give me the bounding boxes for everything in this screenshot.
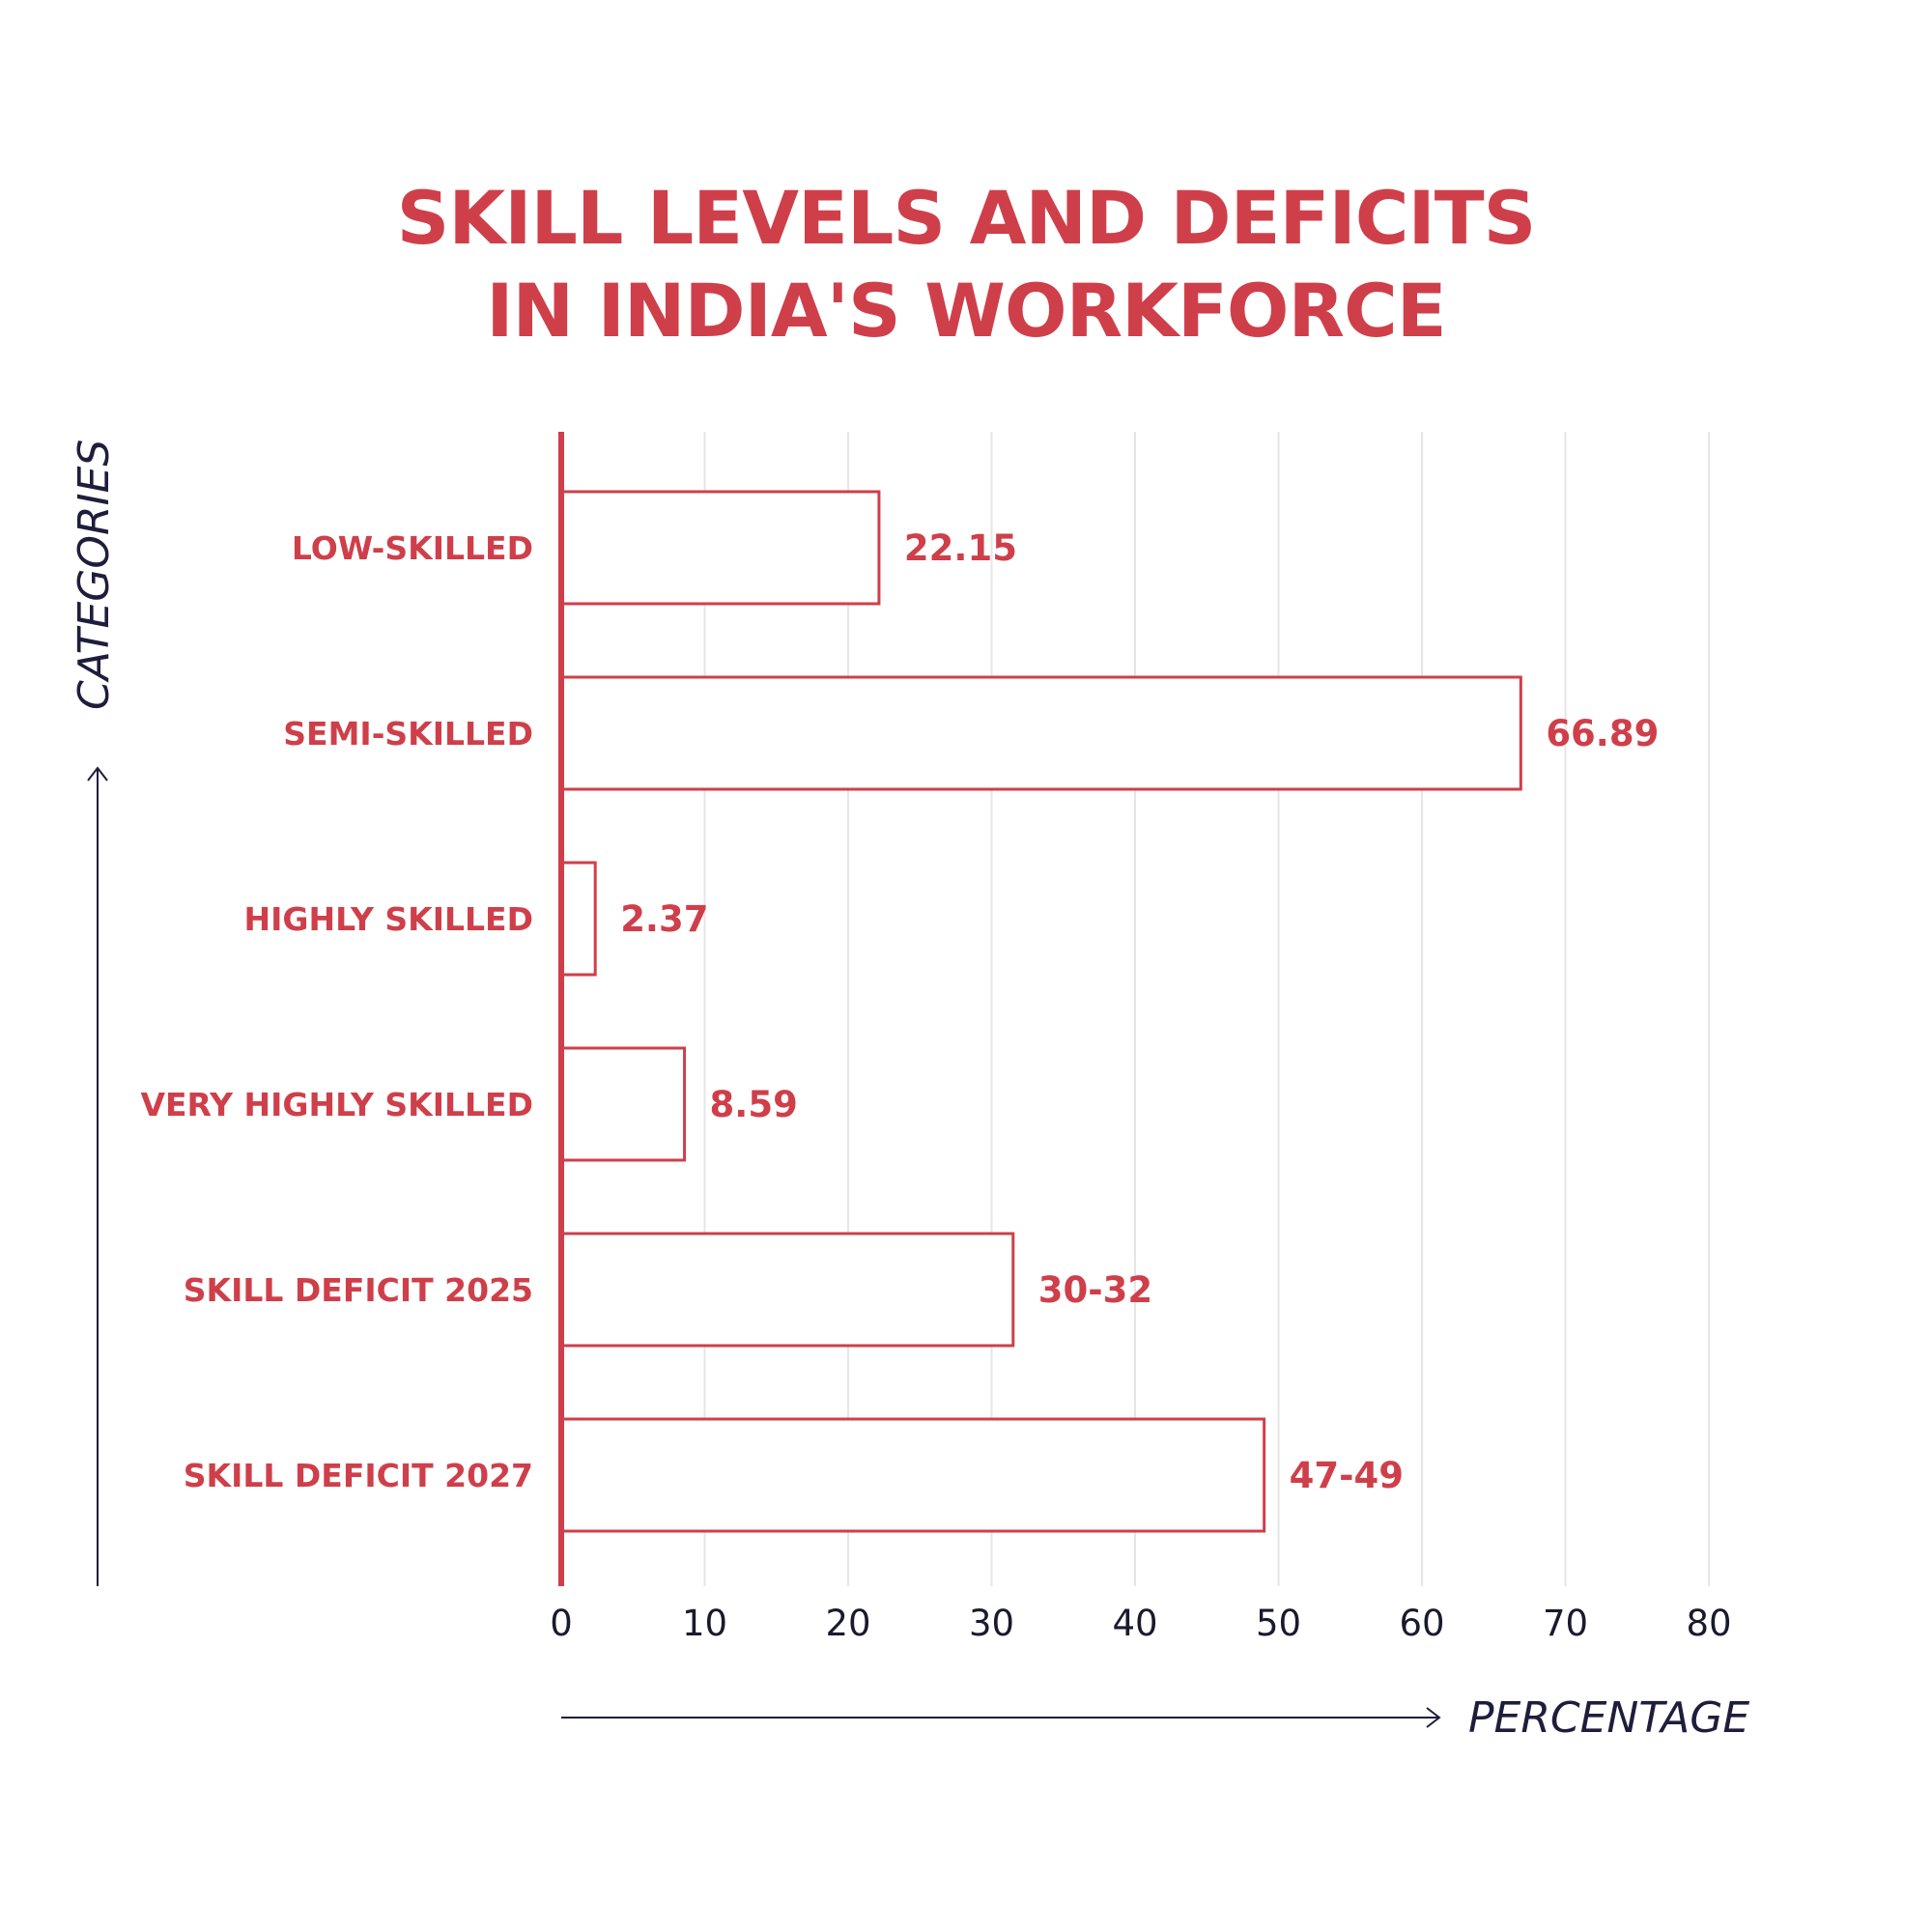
value-labels: 22.15 66.89 2.37 8.59 30-32 47-49 [620, 527, 1659, 1496]
value-label: 2.37 [620, 898, 708, 940]
chart-title: SKILL LEVELS AND DEFICITS IN INDIA'S WOR… [0, 172, 1932, 357]
category-label: SKILL DEFICIT 2027 [184, 1457, 533, 1494]
category-labels: LOW-SKILLED SEMI-SKILLED HIGHLY SKILLED VER… [140, 529, 533, 1494]
x-tick-label: 0 [550, 1603, 573, 1644]
x-axis-title: PERCENTAGE [1468, 1693, 1749, 1743]
y-axis-arrow-head [87, 766, 108, 781]
value-label: 8.59 [710, 1084, 798, 1125]
x-axis-arrow-head [1426, 1707, 1441, 1728]
value-label: 66.89 [1546, 713, 1659, 754]
chart-title-line-1: SKILL LEVELS AND DEFICITS [396, 175, 1537, 261]
x-tick-label: 30 [969, 1603, 1014, 1644]
value-label: 30-32 [1038, 1269, 1152, 1311]
x-tick-label: 40 [1112, 1603, 1157, 1644]
bar [559, 490, 881, 606]
x-tick-label: 80 [1686, 1603, 1731, 1644]
gridlines [703, 432, 1710, 1586]
value-label: 47-49 [1290, 1455, 1404, 1496]
bar [559, 1417, 1266, 1533]
y-axis-title: CATEGORIES [70, 440, 119, 710]
x-tick-label: 70 [1543, 1603, 1588, 1644]
bar [559, 675, 1522, 791]
category-label: SEMI-SKILLED [283, 715, 533, 753]
x-tick-label: 20 [825, 1603, 870, 1644]
chart-title-line-2: IN INDIA'S WORKFORCE [486, 268, 1446, 354]
bar [559, 1232, 1015, 1348]
bar [559, 1046, 687, 1162]
x-tick-label: 50 [1256, 1603, 1301, 1644]
x-tick-label: 10 [682, 1603, 727, 1644]
value-label: 22.15 [904, 527, 1017, 569]
x-tick-labels: 0 10 20 30 40 50 60 70 80 [550, 1603, 1731, 1644]
category-label: SKILL DEFICIT 2025 [184, 1271, 533, 1309]
category-label: VERY HIGHLY SKILLED [140, 1086, 533, 1123]
category-label: HIGHLY SKILLED [244, 900, 533, 938]
category-label: LOW-SKILLED [292, 529, 533, 567]
bar [559, 861, 597, 977]
x-tick-label: 60 [1399, 1603, 1444, 1644]
